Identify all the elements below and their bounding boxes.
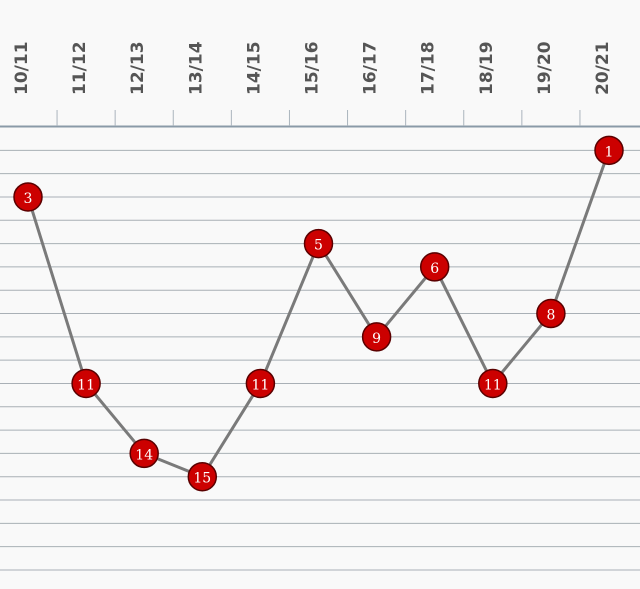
- data-label: 11: [484, 377, 502, 393]
- x-tick-label: 17/18: [419, 41, 439, 95]
- point: [536, 298, 566, 329]
- point: [245, 368, 276, 399]
- x-tick-label: 12/13: [128, 41, 148, 95]
- x-tick-label: 18/19: [477, 41, 497, 95]
- data-label: 3: [24, 191, 33, 207]
- x-tick-label: 13/14: [186, 41, 206, 95]
- data-label: 5: [314, 238, 323, 254]
- data-label: 6: [430, 261, 439, 277]
- data-label: 11: [251, 377, 269, 393]
- data-label: 11: [77, 377, 95, 393]
- x-tick-label: 20/21: [593, 41, 613, 95]
- x-tick-label: 15/16: [303, 41, 323, 95]
- point: [478, 368, 508, 399]
- data-label: 8: [546, 308, 555, 324]
- data-label: 15: [193, 471, 211, 487]
- data-label: 9: [372, 331, 381, 347]
- point: [71, 368, 101, 399]
- x-tick-label: 14/15: [244, 41, 264, 95]
- point: [13, 182, 43, 212]
- data-label: 1: [605, 144, 614, 160]
- point: [187, 461, 218, 492]
- point: [303, 228, 334, 259]
- x-tick-label: 19/20: [535, 41, 555, 95]
- point: [129, 438, 159, 469]
- x-tick-label: 11/12: [70, 41, 90, 95]
- point: [361, 322, 392, 352]
- point: [419, 252, 450, 282]
- data-label: 14: [135, 447, 153, 463]
- x-tick-label: 16/17: [361, 41, 381, 95]
- point: [594, 135, 624, 166]
- x-tick-label: 10/11: [12, 41, 32, 95]
